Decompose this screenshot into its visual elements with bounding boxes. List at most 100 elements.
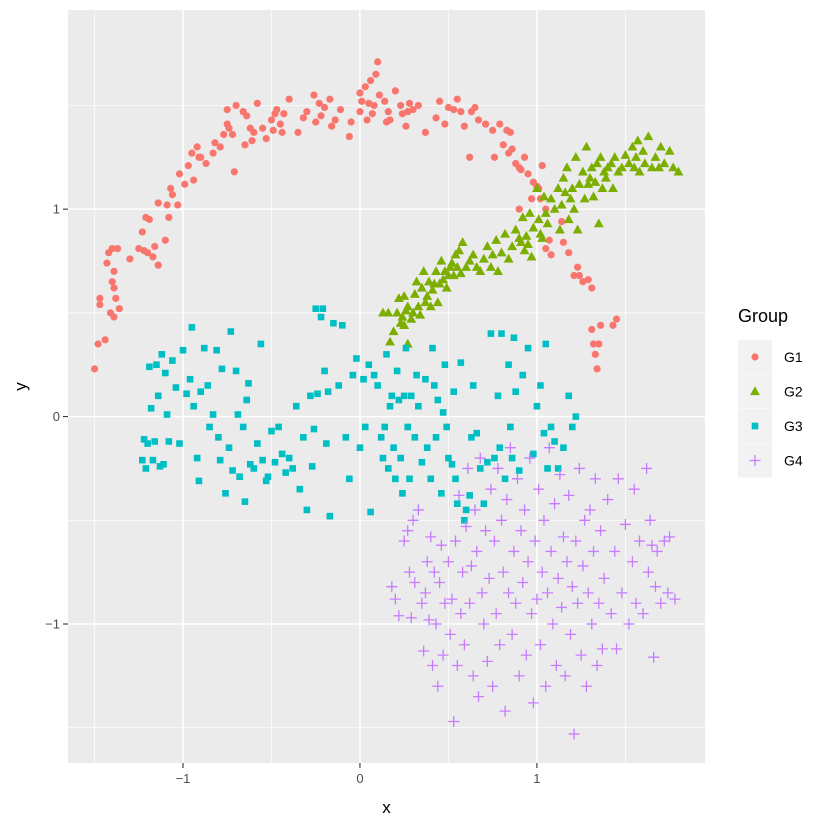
data-point-g2	[567, 183, 578, 193]
data-point-g2	[418, 266, 429, 276]
data-point-g1	[558, 217, 566, 226]
data-point-g2	[409, 288, 420, 298]
data-point-g3	[448, 460, 456, 468]
data-point-g4	[552, 572, 564, 584]
data-point-g1	[167, 184, 175, 192]
data-point-g1	[588, 325, 596, 334]
data-point-g2	[524, 208, 535, 217]
data-point-g2	[595, 152, 606, 161]
data-point-g2	[590, 176, 601, 186]
data-point-g2	[388, 326, 399, 336]
data-point-g1	[202, 159, 210, 168]
data-point-g3	[349, 371, 357, 379]
data-point-g4	[462, 462, 474, 474]
data-point-g1	[94, 340, 102, 348]
data-point-g1	[315, 99, 323, 107]
data-point-g1	[193, 143, 201, 151]
data-point-g3	[234, 411, 242, 418]
data-point-g3	[225, 444, 233, 451]
data-point-g4	[609, 545, 621, 557]
data-point-g3	[278, 450, 286, 458]
data-point-g4	[549, 498, 561, 510]
data-point-g4	[577, 560, 589, 572]
data-point-g1	[273, 105, 281, 114]
data-point-g3	[498, 330, 505, 337]
data-point-g4	[412, 504, 424, 516]
data-point-g2	[468, 249, 479, 259]
data-point-g3	[384, 465, 392, 472]
data-point-g1	[361, 83, 369, 91]
data-point-g4	[540, 680, 552, 692]
data-point-g3	[473, 429, 481, 437]
data-point-g1	[474, 116, 483, 124]
data-point-g2	[650, 152, 661, 161]
data-point-g3	[540, 429, 548, 437]
data-point-g1	[211, 139, 219, 147]
data-point-g1	[372, 70, 380, 78]
data-point-g1	[441, 120, 449, 128]
data-point-g1	[108, 244, 116, 253]
data-point-g3	[243, 396, 251, 404]
data-point-g3	[537, 382, 544, 389]
data-point-g3	[356, 444, 364, 451]
data-point-g3	[508, 454, 516, 462]
data-point-g4	[526, 608, 538, 620]
data-point-g1	[524, 170, 532, 178]
data-point-g3	[321, 367, 328, 375]
data-point-g2	[523, 239, 533, 249]
data-point-g1	[216, 143, 224, 151]
data-point-g3	[400, 392, 408, 400]
data-point-g1	[520, 153, 529, 161]
data-point-g4	[393, 610, 405, 622]
data-point-g3	[377, 434, 385, 441]
data-point-g3	[241, 498, 249, 505]
data-point-g2	[487, 249, 498, 259]
data-point-g3	[236, 473, 243, 481]
data-point-g3	[296, 485, 304, 493]
data-point-g3	[144, 440, 151, 447]
data-point-g4	[418, 645, 430, 657]
data-point-g4	[542, 587, 554, 599]
data-point-g1	[517, 166, 525, 174]
data-point-g4	[481, 655, 493, 667]
data-point-g4	[538, 514, 550, 526]
data-point-g2	[517, 212, 528, 222]
data-point-g2	[537, 232, 548, 242]
data-point-g2	[416, 282, 427, 292]
data-point-g4	[485, 483, 497, 495]
data-point-g3	[374, 382, 381, 389]
data-point-g3	[512, 388, 519, 395]
data-point-g4	[439, 597, 451, 609]
data-point-g1	[386, 116, 394, 124]
data-point-g2	[503, 253, 514, 263]
data-point-g1	[154, 199, 162, 207]
data-point-g4	[598, 572, 610, 584]
data-point-g1	[527, 195, 536, 203]
data-point-g3	[158, 351, 166, 358]
data-point-g1	[453, 95, 461, 103]
data-point-g4	[547, 618, 559, 630]
data-point-g2	[565, 193, 576, 203]
data-point-g3	[239, 423, 247, 431]
data-point-g3	[169, 357, 176, 364]
data-point-g4	[416, 597, 428, 609]
data-point-g4	[496, 514, 508, 526]
data-point-g4	[510, 597, 522, 609]
data-point-g1	[115, 305, 123, 313]
data-point-g3	[507, 423, 514, 431]
y-axis-title: y	[11, 382, 30, 391]
grid-lines	[68, 10, 705, 763]
data-point-g1	[435, 97, 444, 105]
data-point-g4	[550, 660, 562, 672]
data-point-g1	[384, 108, 392, 116]
data-point-g3	[568, 423, 576, 431]
data-point-g1	[230, 168, 238, 176]
y-tick-label: −1	[45, 617, 60, 632]
data-point-g2	[399, 320, 410, 329]
data-point-g3	[494, 392, 502, 400]
data-point-g3	[326, 512, 334, 520]
data-point-g3	[314, 390, 321, 398]
data-point-g4	[446, 593, 458, 605]
data-point-g4	[664, 531, 676, 543]
data-point-g3	[530, 450, 537, 458]
